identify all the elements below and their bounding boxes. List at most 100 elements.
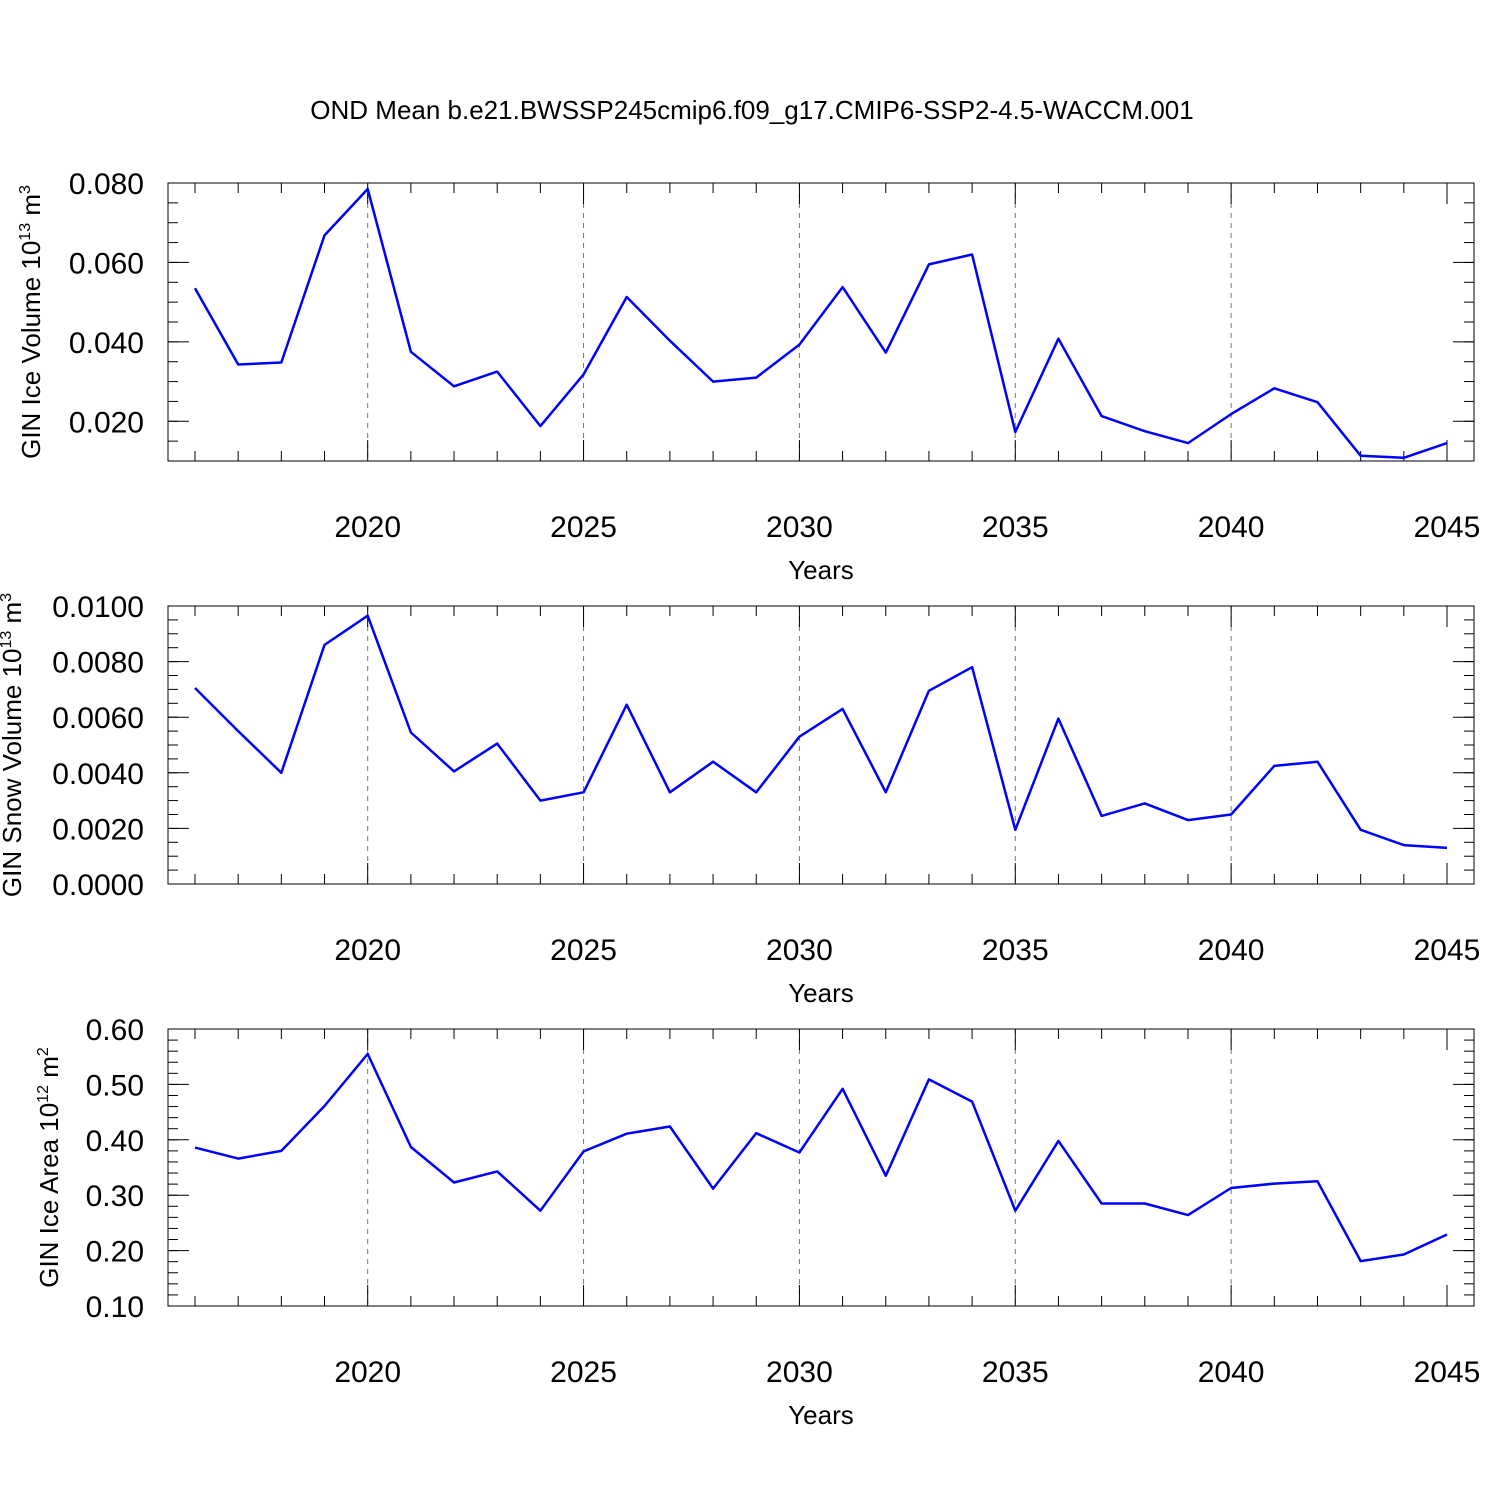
data-point bbox=[668, 339, 672, 343]
data-point bbox=[409, 1145, 413, 1149]
data-point bbox=[711, 380, 715, 384]
plot-frame bbox=[167, 605, 1475, 885]
y-tick-label: 0.50 bbox=[86, 1069, 144, 1102]
data-point bbox=[884, 351, 888, 355]
data-point bbox=[1359, 1259, 1363, 1263]
data-point bbox=[279, 1149, 283, 1153]
data-point bbox=[625, 703, 629, 707]
y-axis-title: GIN Ice Volume 1013 m3 bbox=[16, 185, 46, 459]
data-point bbox=[1315, 1179, 1319, 1183]
data-point bbox=[927, 689, 931, 693]
data-point bbox=[193, 686, 197, 690]
data-point bbox=[884, 790, 888, 794]
data-point bbox=[1143, 429, 1147, 433]
data-point bbox=[797, 1151, 801, 1155]
data-point bbox=[1056, 337, 1060, 341]
data-point bbox=[1402, 456, 1406, 460]
data-point bbox=[711, 1187, 715, 1191]
x-tick-label: 2040 bbox=[1198, 1356, 1265, 1389]
data-point bbox=[366, 187, 370, 191]
y-tick-label: 0.60 bbox=[86, 1014, 144, 1047]
x-tick-label: 2045 bbox=[1414, 1356, 1481, 1389]
y-tick-label: 0.0040 bbox=[52, 758, 144, 791]
x-tick-label: 2020 bbox=[334, 1356, 401, 1389]
data-point bbox=[841, 285, 845, 289]
data-point bbox=[1445, 441, 1449, 445]
data-point bbox=[1143, 1202, 1147, 1206]
data-point bbox=[841, 707, 845, 711]
data-point bbox=[1056, 1139, 1060, 1143]
data-point bbox=[1402, 1252, 1406, 1256]
data-point bbox=[409, 350, 413, 354]
data-point bbox=[1272, 1182, 1276, 1186]
data-point bbox=[1402, 843, 1406, 847]
x-tick-label: 2040 bbox=[1198, 934, 1265, 967]
data-point bbox=[452, 384, 456, 388]
panel-2: 0.0000 0.0020 0.0040 0.0060 0.0080 0.0100 2020… bbox=[0, 591, 1480, 1008]
data-point bbox=[970, 1100, 974, 1104]
plot-frame bbox=[167, 1028, 1475, 1307]
x-tick-label: 2035 bbox=[982, 934, 1049, 967]
data-point bbox=[754, 376, 758, 380]
data-point bbox=[970, 252, 974, 256]
data-point bbox=[841, 1087, 845, 1091]
data-point bbox=[279, 771, 283, 775]
data-point bbox=[1056, 717, 1060, 721]
data-point bbox=[927, 1077, 931, 1081]
x-tick-label: 2030 bbox=[766, 1356, 833, 1389]
x-tick-label: 2025 bbox=[550, 1356, 617, 1389]
data-point bbox=[538, 1209, 542, 1213]
y-tick-label: 0.0080 bbox=[52, 647, 144, 680]
y-tick-label: 0.080 bbox=[69, 168, 144, 201]
panel-3: 0.10 0.20 0.30 0.40 0.50 0.60 2020 2025 2030 2035… bbox=[34, 1014, 1480, 1430]
panels: 0.020 0.040 0.060 0.080 2020 2025 2030 2035 2040… bbox=[0, 168, 1480, 1430]
data-point bbox=[1100, 414, 1104, 418]
data-point bbox=[668, 1125, 672, 1129]
data-point bbox=[1229, 813, 1233, 817]
data-point bbox=[323, 233, 327, 237]
data-point bbox=[1445, 1233, 1449, 1237]
y-tick-label: 0.0000 bbox=[52, 869, 144, 902]
y-tick-label: 0.0060 bbox=[52, 702, 144, 735]
y-axis-title-superscript: 2 bbox=[35, 1047, 52, 1056]
data-point bbox=[495, 742, 499, 746]
plot-frame bbox=[167, 182, 1475, 462]
data-point bbox=[582, 790, 586, 794]
data-point bbox=[1143, 801, 1147, 805]
x-tick-label: 2025 bbox=[550, 934, 617, 967]
data-point bbox=[1229, 1186, 1233, 1190]
y-axis-title-part: GIN Ice Area 10 bbox=[34, 1103, 64, 1288]
data-point bbox=[409, 730, 413, 734]
data-point bbox=[366, 1052, 370, 1056]
data-point bbox=[538, 424, 542, 428]
data-point bbox=[625, 1132, 629, 1136]
data-point bbox=[279, 361, 283, 365]
data-point bbox=[1359, 454, 1363, 458]
data-point bbox=[193, 1146, 197, 1150]
x-tick-label: 2030 bbox=[766, 511, 833, 544]
panel-1: 0.020 0.040 0.060 0.080 2020 2025 2030 2035 2040… bbox=[16, 168, 1480, 585]
y-axis-title-part: m bbox=[34, 1056, 64, 1085]
data-point bbox=[236, 362, 240, 366]
data-point bbox=[1100, 1202, 1104, 1206]
data-point bbox=[970, 665, 974, 669]
data-point bbox=[366, 614, 370, 618]
y-tick-label: 0.40 bbox=[86, 1125, 144, 1158]
x-tick-label: 2035 bbox=[982, 1356, 1049, 1389]
x-tick-label: 2045 bbox=[1414, 934, 1481, 967]
x-tick-label: 2030 bbox=[766, 934, 833, 967]
data-point bbox=[495, 1169, 499, 1173]
x-axis-title: Years bbox=[788, 978, 854, 1008]
x-tick-label: 2020 bbox=[334, 934, 401, 967]
y-tick-label: 0.040 bbox=[69, 327, 144, 360]
y-tick-label: 0.020 bbox=[69, 406, 144, 439]
data-point bbox=[711, 760, 715, 764]
data-point bbox=[754, 790, 758, 794]
y-tick-label: 0.0020 bbox=[52, 813, 144, 846]
y-axis-title-superscript: 3 bbox=[0, 593, 15, 602]
data-point bbox=[797, 343, 801, 347]
data-point bbox=[1445, 846, 1449, 850]
y-tick-label: 0.0100 bbox=[52, 591, 144, 624]
data-point bbox=[323, 643, 327, 647]
